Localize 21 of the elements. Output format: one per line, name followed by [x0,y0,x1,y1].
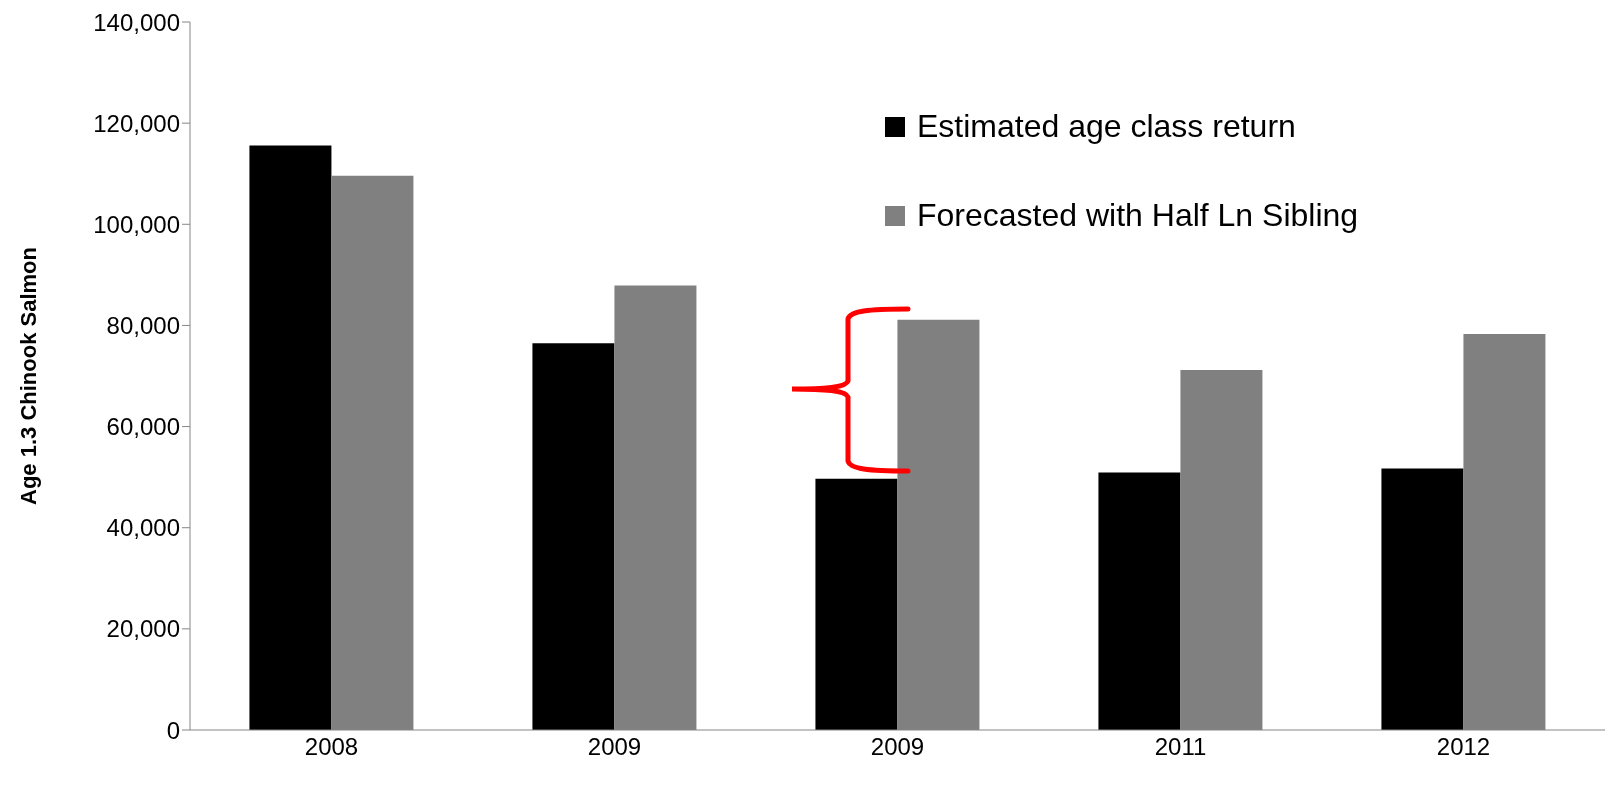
y-tick-label: 60,000 [106,413,180,441]
bar [815,478,898,730]
x-tick-label: 2011 [1154,733,1207,761]
x-tick-label: 2009 [870,733,925,761]
legend-label: Forecasted with Half Ln Sibling [917,197,1359,234]
bar [532,343,615,730]
y-tick-label: 120,000 [93,109,180,137]
y-axis-title: Age 1.3 Chinook Salmon [15,247,41,505]
y-tick-label: 40,000 [106,514,180,542]
bar [1098,472,1181,730]
bar [1381,468,1464,730]
x-tick-label: 2012 [1436,733,1491,761]
y-tick-label: 0 [166,716,180,744]
y-tick-label: 140,000 [93,8,180,36]
y-tick-label: 80,000 [106,311,180,339]
y-tick-label: 100,000 [93,210,180,238]
x-tick-label: 2008 [304,733,359,761]
x-tick-label: 2009 [587,733,642,761]
y-tick-label: 20,000 [106,615,180,643]
legend-label: Estimated age class return [917,108,1296,145]
bar [249,145,332,730]
